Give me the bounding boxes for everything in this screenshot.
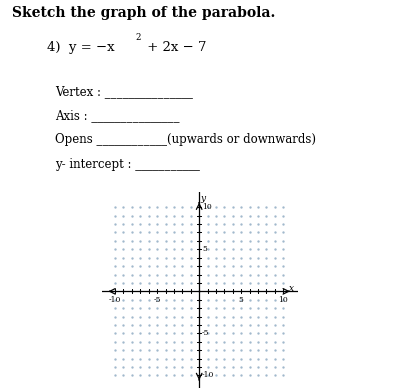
Text: -5: -5 [153, 296, 161, 304]
Text: y- intercept : ___________: y- intercept : ___________ [55, 158, 200, 171]
Text: 10: 10 [278, 296, 288, 304]
Text: 4)  y = −x: 4) y = −x [47, 40, 115, 54]
Text: y: y [200, 194, 205, 203]
Text: -10: -10 [202, 372, 215, 379]
Text: x: x [289, 284, 294, 293]
Text: 2: 2 [136, 33, 141, 42]
Text: 5: 5 [202, 245, 207, 253]
Text: Sketch the graph of the parabola.: Sketch the graph of the parabola. [12, 5, 275, 20]
Text: + 2x − 7: + 2x − 7 [143, 40, 206, 54]
Text: 10: 10 [202, 203, 212, 211]
Text: Vertex : _______________: Vertex : _______________ [55, 85, 193, 98]
Text: -10: -10 [109, 296, 121, 304]
Text: -5: -5 [202, 329, 209, 338]
Text: 5: 5 [239, 296, 244, 304]
Text: Opens ____________(upwards or downwards): Opens ____________(upwards or downwards) [55, 132, 316, 146]
Text: Axis : _______________: Axis : _______________ [55, 109, 180, 122]
